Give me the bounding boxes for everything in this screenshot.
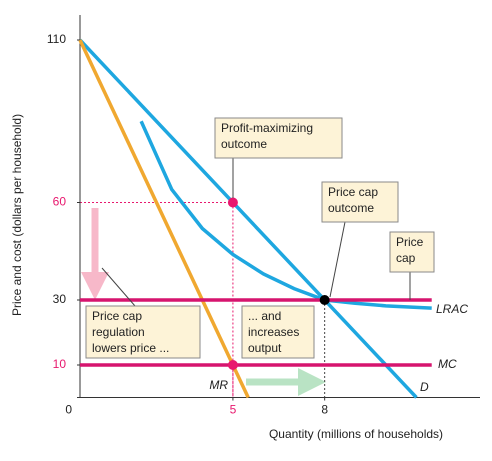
annotation-box: [214, 117, 343, 159]
annotation-text: lowers price ...: [92, 341, 169, 355]
annotation-text: Price: [396, 235, 424, 249]
point: [319, 295, 330, 305]
annotation-text: cap: [396, 251, 416, 265]
series-line: [139, 120, 432, 310]
x-tick-label: 8: [321, 403, 328, 417]
y-axis-label: Price and cost (dollars per household): [10, 114, 24, 316]
series-label: MR: [209, 378, 228, 392]
annotation-text: Profit-maximizing: [221, 121, 313, 135]
series-line: [78, 39, 250, 399]
annotation-text: regulation: [92, 325, 145, 339]
annotation-text: increases: [248, 325, 299, 339]
y-tick-label: 10: [53, 357, 67, 371]
annotation-text: outcome: [328, 201, 374, 215]
annotation-text: Price cap: [92, 309, 142, 323]
y-tick-label: 30: [53, 292, 67, 306]
x-tick-label: 5: [230, 403, 237, 417]
annotation-box: [389, 231, 435, 273]
leader-line: [101, 267, 136, 307]
annotation-text: Price cap: [328, 185, 378, 199]
annotation-box: [321, 181, 399, 223]
leader-line: [329, 221, 346, 298]
series-label: D: [420, 380, 429, 394]
series-line: [78, 38, 418, 399]
y-tick-label: 110: [47, 32, 66, 46]
annotation-box: [85, 305, 201, 359]
point: [227, 197, 238, 208]
series-label: LRAC: [436, 302, 468, 316]
x-axis-label: Quantity (millions of households): [269, 427, 443, 441]
y-tick-label: 60: [53, 195, 67, 209]
annotation-box: [241, 305, 315, 359]
series-label: MC: [438, 357, 457, 371]
annotation-text: output: [248, 341, 282, 355]
annotation-text: ... and: [248, 309, 281, 323]
y-tick-label: 0: [65, 403, 72, 417]
annotation-text: outcome: [221, 137, 267, 151]
point: [227, 360, 238, 370]
